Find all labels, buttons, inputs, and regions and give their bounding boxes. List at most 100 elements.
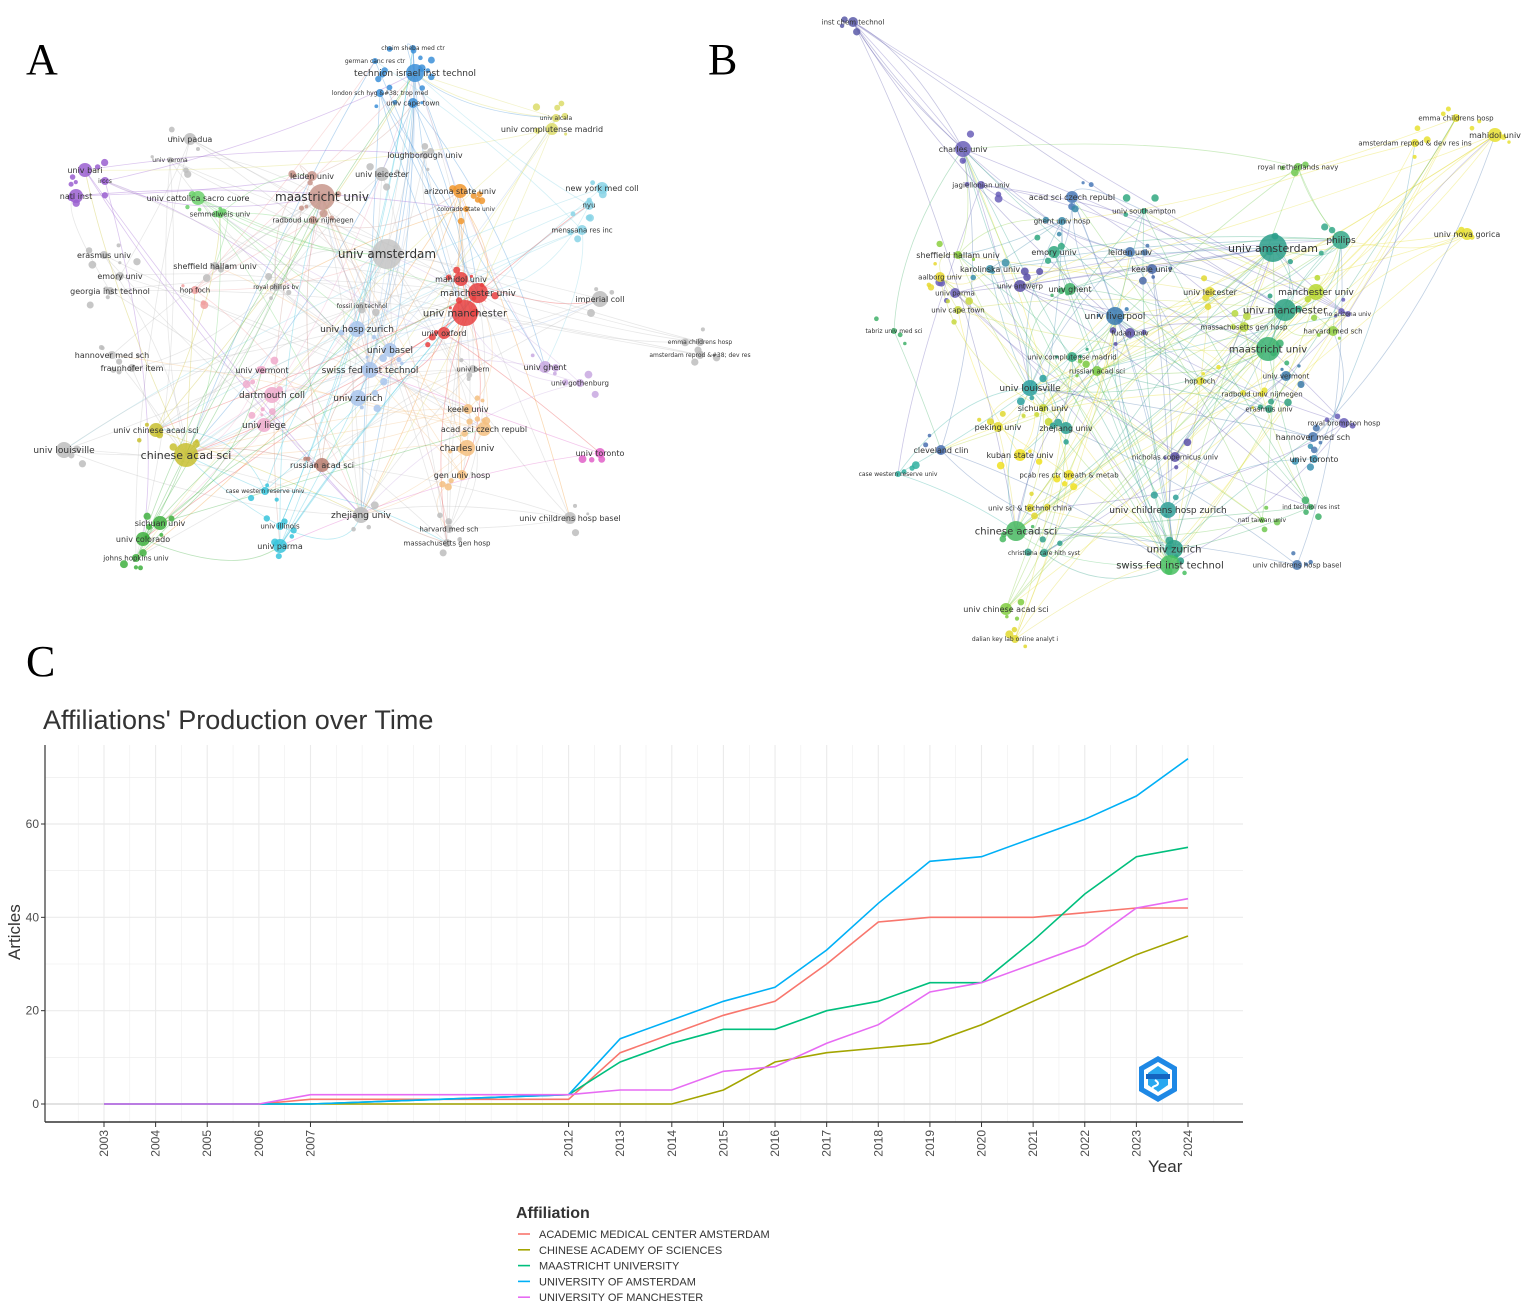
network-node[interactable]: [452, 300, 478, 326]
network-node[interactable]: [950, 288, 960, 298]
network-node[interactable]: [211, 262, 219, 270]
network-node[interactable]: [100, 251, 108, 259]
network-node[interactable]: [261, 487, 269, 495]
network-node[interactable]: [1196, 377, 1204, 385]
network-node[interactable]: [1040, 549, 1048, 557]
network-node[interactable]: [469, 365, 477, 373]
network-node[interactable]: [592, 291, 608, 307]
network-node[interactable]: [445, 525, 453, 533]
network-node[interactable]: [1060, 422, 1072, 434]
network-node[interactable]: [453, 184, 467, 198]
network-node[interactable]: [1014, 280, 1026, 292]
network-node[interactable]: [1332, 231, 1350, 249]
network-node[interactable]: [1259, 234, 1287, 262]
network-node[interactable]: [1339, 418, 1349, 428]
network-node[interactable]: [184, 133, 196, 145]
network-node[interactable]: [955, 141, 971, 157]
network-node[interactable]: [477, 422, 491, 436]
network-node[interactable]: [307, 171, 317, 181]
network-node[interactable]: [1011, 635, 1019, 643]
network-node[interactable]: [457, 470, 467, 480]
network-node[interactable]: [1058, 217, 1066, 225]
network-node[interactable]: [1160, 555, 1180, 575]
network-node[interactable]: [1170, 452, 1180, 462]
network-node[interactable]: [1006, 521, 1026, 541]
network-node[interactable]: [258, 366, 266, 374]
network-node[interactable]: [1147, 264, 1157, 274]
network-node[interactable]: [1064, 283, 1076, 295]
network-node[interactable]: [349, 321, 365, 337]
network-node[interactable]: [1022, 380, 1038, 396]
network-node[interactable]: [1205, 287, 1215, 297]
network-node[interactable]: [1106, 307, 1124, 325]
network-node[interactable]: [1066, 191, 1078, 203]
network-node[interactable]: [1292, 560, 1302, 570]
network-node[interactable]: [406, 64, 424, 82]
network-node[interactable]: [459, 440, 475, 456]
network-node[interactable]: [309, 216, 317, 224]
network-node[interactable]: [1281, 371, 1291, 381]
network-node[interactable]: [264, 387, 280, 403]
network-node[interactable]: [595, 448, 605, 458]
network-node[interactable]: [1125, 328, 1135, 338]
network-node[interactable]: [696, 351, 704, 359]
network-node[interactable]: [1345, 311, 1351, 317]
network-node[interactable]: [153, 516, 167, 530]
network-node[interactable]: [350, 390, 366, 406]
network-node[interactable]: [315, 458, 329, 472]
network-node[interactable]: [372, 239, 402, 269]
network-node[interactable]: [1064, 470, 1074, 480]
network-node[interactable]: [1239, 322, 1249, 332]
network-node[interactable]: [1461, 228, 1473, 240]
network-node[interactable]: [106, 287, 114, 295]
network-node[interactable]: [167, 157, 173, 163]
network-node[interactable]: [1328, 326, 1338, 336]
network-node[interactable]: [443, 539, 451, 547]
network-node[interactable]: [468, 283, 488, 303]
network-node[interactable]: [539, 361, 551, 373]
network-node[interactable]: [986, 265, 994, 273]
network-node[interactable]: [454, 272, 468, 286]
network-node[interactable]: [1411, 139, 1419, 147]
network-node[interactable]: [1160, 502, 1176, 518]
network-node[interactable]: [696, 338, 704, 346]
network-node[interactable]: [1308, 504, 1314, 510]
network-node[interactable]: [1048, 246, 1060, 258]
network-node[interactable]: [584, 200, 594, 210]
network-node[interactable]: [463, 404, 473, 414]
network-node[interactable]: [408, 98, 418, 108]
network-node[interactable]: [1092, 366, 1102, 376]
network-node[interactable]: [149, 423, 163, 437]
network-node[interactable]: [383, 343, 397, 357]
network-node[interactable]: [576, 379, 584, 387]
network-node[interactable]: [362, 362, 378, 378]
network-node[interactable]: [273, 539, 287, 553]
network-node[interactable]: [257, 418, 271, 432]
network-node[interactable]: [1256, 337, 1280, 361]
network-node[interactable]: [546, 123, 558, 135]
network-node[interactable]: [936, 445, 946, 455]
network-node[interactable]: [993, 422, 1003, 432]
network-node[interactable]: [376, 89, 384, 97]
network-node[interactable]: [421, 151, 429, 159]
network-node[interactable]: [1259, 391, 1265, 397]
network-node[interactable]: [1141, 208, 1147, 214]
network-node[interactable]: [1265, 405, 1273, 413]
network-node[interactable]: [552, 114, 560, 122]
network-node[interactable]: [191, 286, 199, 294]
network-node[interactable]: [1125, 247, 1135, 257]
network-node[interactable]: [108, 351, 116, 359]
network-node[interactable]: [128, 364, 136, 372]
network-node[interactable]: [1165, 540, 1183, 558]
network-node[interactable]: [272, 283, 280, 291]
network-node[interactable]: [216, 210, 224, 218]
network-node[interactable]: [935, 272, 945, 282]
network-node[interactable]: [276, 522, 284, 530]
network-node[interactable]: [1026, 504, 1034, 512]
network-node[interactable]: [116, 272, 124, 280]
network-node[interactable]: [191, 191, 205, 205]
network-node[interactable]: [358, 302, 366, 310]
network-node[interactable]: [1259, 517, 1265, 523]
network-node[interactable]: [132, 554, 140, 562]
network-node[interactable]: [1452, 114, 1460, 122]
